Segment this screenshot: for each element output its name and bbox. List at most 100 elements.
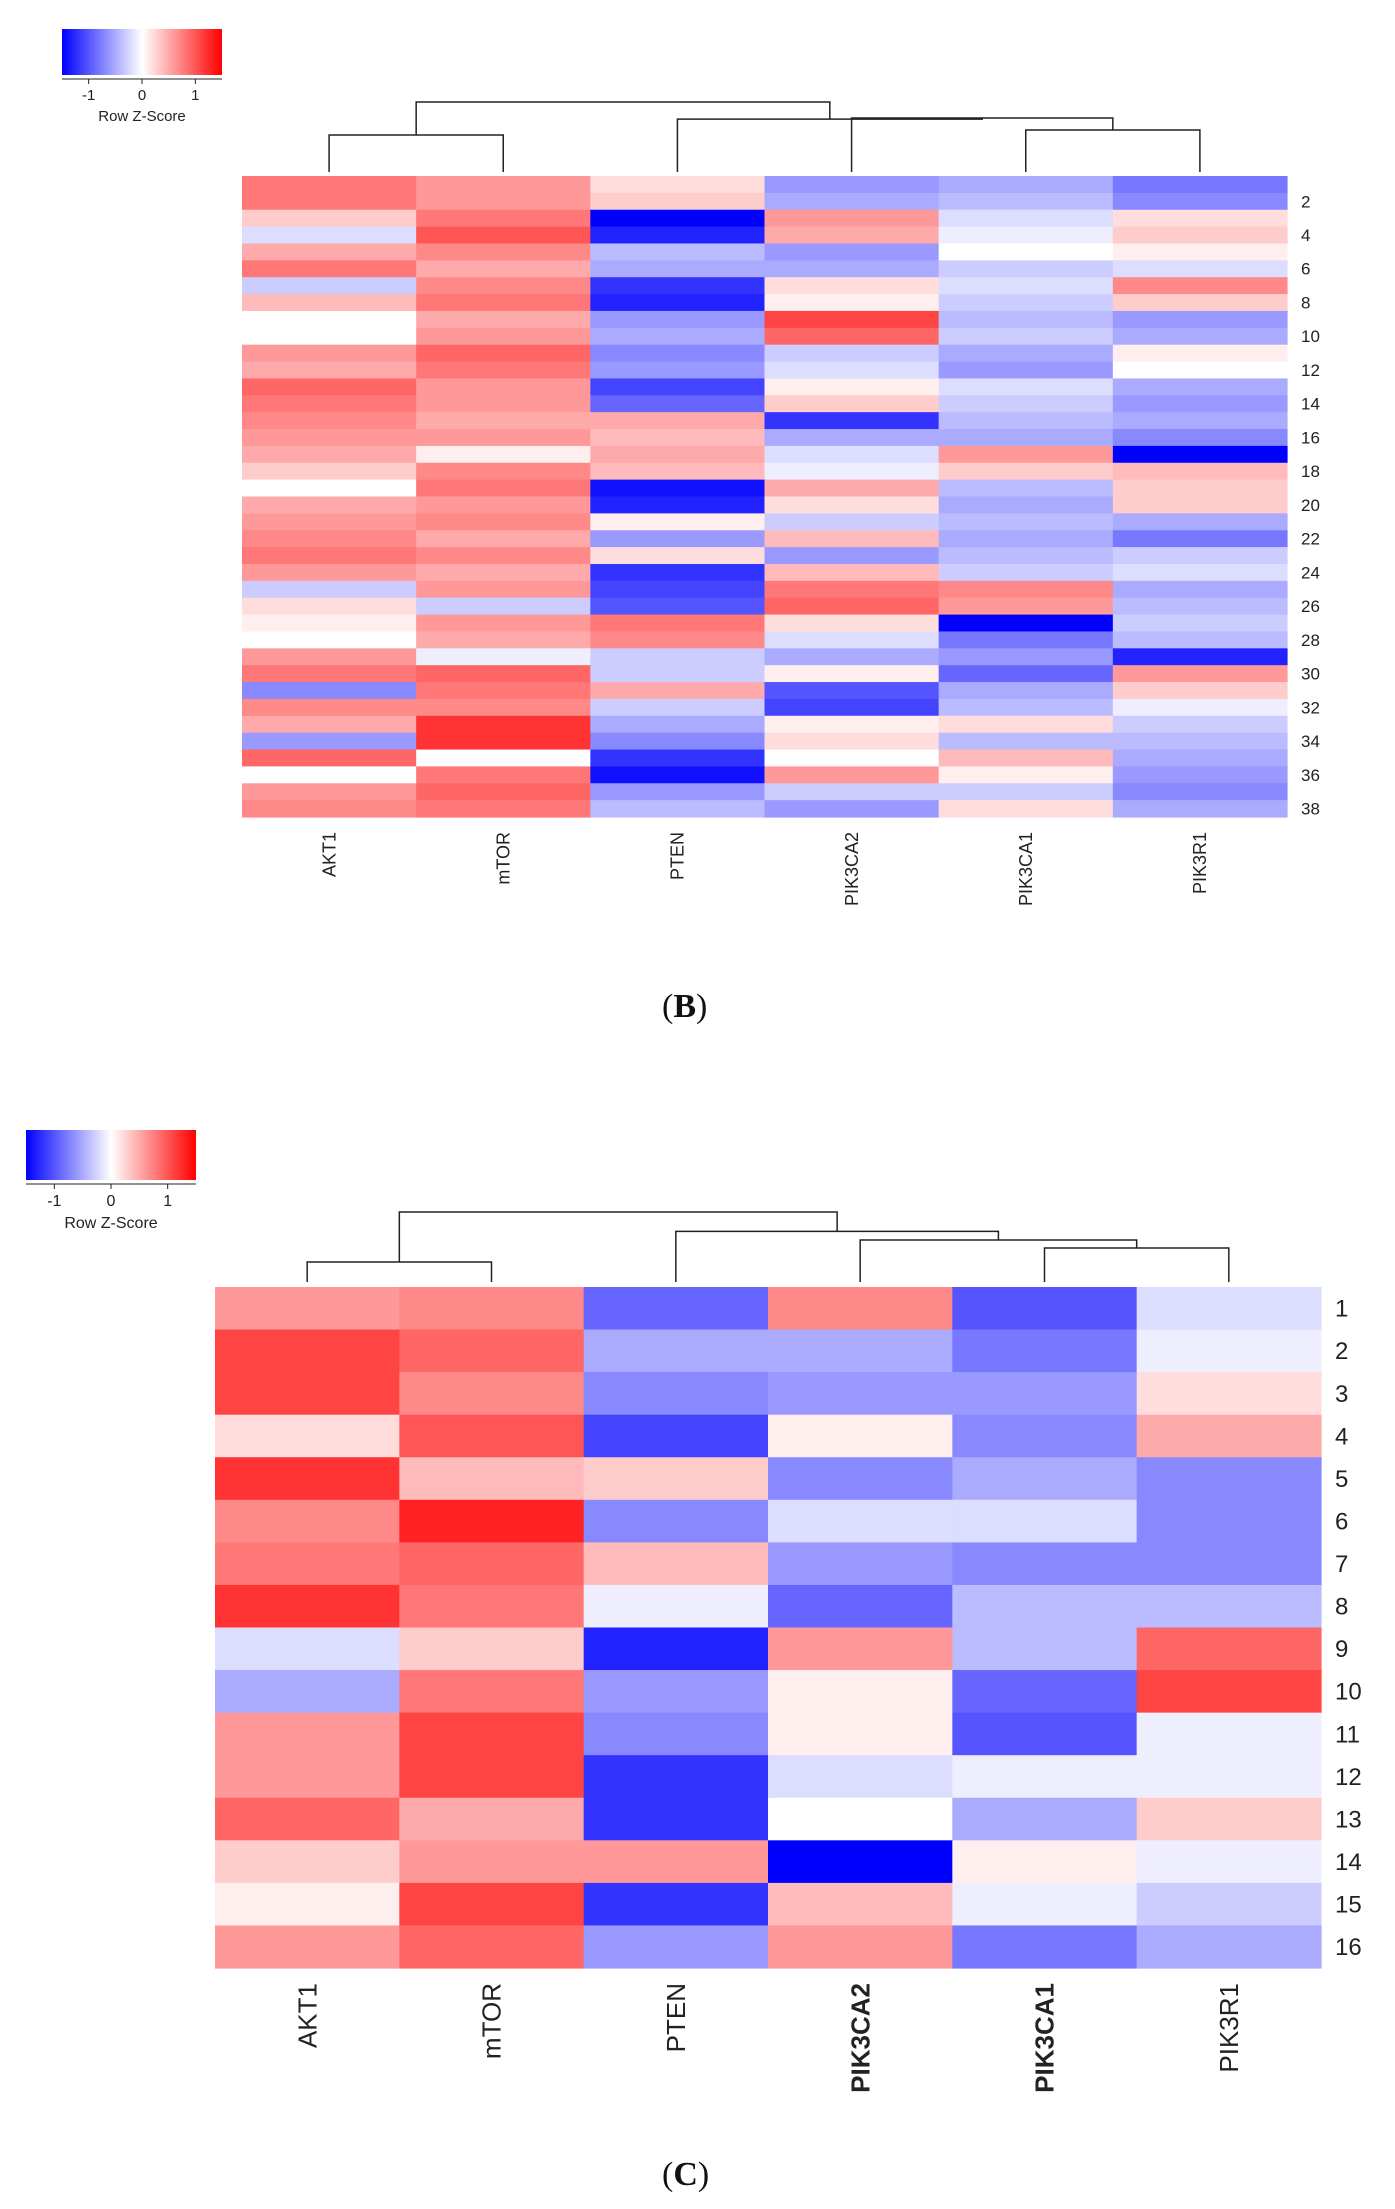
heatmap-cell	[242, 361, 417, 380]
heatmap-cell	[583, 1329, 769, 1373]
heatmap-cell	[416, 209, 591, 228]
heatmap-cell	[242, 395, 417, 413]
heatmap-cell	[1136, 1797, 1322, 1841]
heatmap-cell	[416, 479, 591, 498]
heatmap-cell	[952, 1499, 1138, 1543]
heatmap-cell	[938, 176, 1114, 194]
heatmap-cell	[242, 192, 417, 211]
heatmap-cell	[242, 344, 417, 363]
heatmap-cell	[938, 530, 1114, 548]
heatmap-cell	[764, 412, 940, 430]
dendrogram-branch	[1043, 1247, 1230, 1282]
heatmap-cell	[242, 800, 417, 818]
heatmap-cell	[215, 1712, 400, 1756]
heatmap-cell	[764, 665, 940, 683]
heatmap-cell	[242, 209, 417, 228]
heatmap-cell	[215, 1499, 400, 1543]
heatmap-cell	[590, 766, 766, 784]
heatmap-cell	[938, 665, 1114, 683]
heatmap-cell	[215, 1670, 400, 1714]
heatmap-cell	[416, 631, 591, 649]
heatmap-cell	[242, 580, 417, 599]
heatmap-cell	[764, 698, 940, 717]
heatmap-cell	[215, 1797, 400, 1841]
heatmap-cell	[764, 361, 940, 380]
heatmap-cell	[416, 563, 591, 582]
legend-tick-label: 0	[138, 87, 146, 104]
row-label: 18	[1301, 462, 1320, 481]
heatmap-cell	[242, 665, 417, 683]
heatmap-cell	[764, 749, 940, 767]
heatmap-cell	[764, 462, 940, 481]
row-label: 6	[1335, 1508, 1348, 1535]
row-label: 11	[1335, 1721, 1360, 1748]
heatmap-cell	[764, 260, 940, 278]
heatmap-cell	[938, 580, 1114, 599]
heatmap-cell	[768, 1287, 953, 1331]
dendrogram-branch	[850, 117, 1114, 172]
heatmap-cell	[768, 1542, 953, 1586]
dendrogram-branch	[398, 1211, 838, 1262]
heatmap-cell	[938, 395, 1114, 413]
heatmap-cell	[1112, 479, 1288, 498]
heatmap-cell	[416, 243, 591, 261]
heatmap-cell	[1112, 698, 1288, 717]
heatmap-cell	[938, 749, 1114, 767]
heatmap-cell	[590, 648, 766, 666]
dendrogram-branch	[859, 1239, 1138, 1282]
heatmap-cell	[764, 530, 940, 548]
heatmap-cell	[242, 429, 417, 447]
heatmap-cell	[590, 547, 766, 565]
legend-title: Row Z-Score	[98, 108, 186, 125]
heatmap-cell	[399, 1670, 585, 1714]
row-label: 2	[1335, 1338, 1348, 1365]
row-label: 6	[1301, 260, 1310, 279]
heatmap-cell	[1112, 614, 1288, 633]
heatmap-cell	[590, 496, 766, 514]
heatmap-cell	[1112, 648, 1288, 666]
dendrogram-branch	[1025, 129, 1201, 172]
heatmap-cell	[242, 513, 417, 531]
heatmap-cell	[242, 783, 417, 801]
heatmap-cell	[242, 412, 417, 430]
row-label: 28	[1301, 631, 1320, 650]
heatmap-cell	[215, 1755, 400, 1799]
heatmap-cell	[416, 597, 591, 616]
heatmap-cell	[416, 462, 591, 481]
heatmap-cell	[242, 648, 417, 666]
heatmap-cell	[416, 429, 591, 447]
heatmap-cell	[1136, 1414, 1322, 1458]
row-label: 26	[1301, 597, 1320, 616]
heatmap-cell	[399, 1882, 585, 1927]
heatmap-cell	[952, 1414, 1138, 1458]
heatmap-cell	[764, 715, 940, 734]
heatmap-cell	[952, 1712, 1138, 1756]
heatmap-cell	[583, 1670, 769, 1714]
column-label-mtor: mTOR	[477, 1983, 507, 2059]
row-label: 13	[1335, 1806, 1362, 1833]
heatmap-cell	[416, 766, 591, 784]
heatmap-cell	[416, 698, 591, 717]
heatmap-cell	[952, 1542, 1138, 1586]
heatmap-cell	[416, 395, 591, 413]
heatmap-cell	[1112, 277, 1288, 295]
heatmap-cell	[242, 547, 417, 565]
panel-label-c: (C)	[662, 2156, 710, 2193]
legend-tick-label: 0	[107, 1193, 116, 1210]
heatmap-cell	[416, 665, 591, 683]
heatmap-cell	[764, 614, 940, 633]
heatmap-cell	[242, 176, 417, 194]
heatmap-cell	[952, 1670, 1138, 1714]
heatmap-cell	[583, 1882, 769, 1927]
heatmap-cell	[242, 766, 417, 784]
heatmap-cell	[1136, 1670, 1322, 1714]
heatmap-cell	[938, 682, 1114, 700]
row-label: 36	[1301, 766, 1320, 785]
heatmap-cell	[590, 277, 766, 295]
row-label: 14	[1301, 395, 1320, 414]
dendrogram-branch	[306, 1261, 493, 1282]
heatmap-cell	[1136, 1542, 1322, 1586]
dendrogram-branch	[415, 101, 831, 135]
heatmap-cell	[1112, 294, 1288, 312]
